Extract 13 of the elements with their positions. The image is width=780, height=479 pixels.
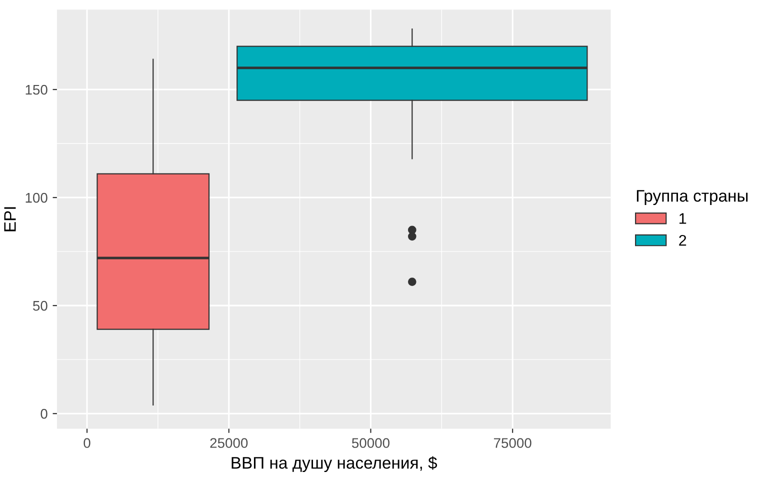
y-tick-label: 100	[26, 192, 48, 203]
legend-title: Группа страны	[636, 190, 748, 206]
y-tick-label: 50	[33, 300, 48, 311]
x-tick-label: 75000	[494, 438, 532, 448]
legend-label: 1	[680, 213, 686, 224]
x-tick-label: 0	[84, 438, 90, 448]
x-axis-title: ВВП на душу населения, $	[232, 456, 438, 472]
x-tick-label: 25000	[210, 438, 248, 448]
y-tick-label: 150	[26, 84, 48, 95]
x-tick-label: 50000	[352, 438, 390, 448]
y-tick-label: 0	[40, 408, 48, 419]
legend-label: 2	[679, 234, 686, 246]
y-axis-title: EPI	[4, 207, 16, 232]
